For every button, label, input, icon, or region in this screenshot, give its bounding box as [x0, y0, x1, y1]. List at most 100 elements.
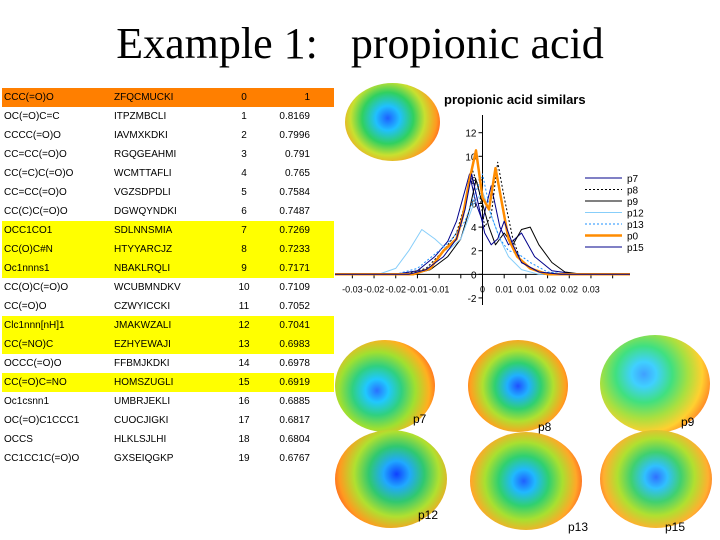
x-tick-label: -0.01 — [407, 284, 428, 294]
smiles-cell: CC(O)C(=O)O — [4, 282, 69, 293]
x-tick-label: 0.03 — [582, 284, 600, 294]
rank-cell: 7 — [224, 221, 264, 240]
similarity-chart: -0.03 -0.02 -0.02 -0.01 -0.01 0 0.01 0.01 0.02 0.… — [335, 115, 644, 305]
surface-label-p15: p15 — [665, 520, 686, 534]
code-cell: NBAKLRQLI — [112, 259, 224, 278]
x-tick-label: -0.02 — [364, 284, 385, 294]
surface-image-p8 — [468, 340, 568, 432]
smiles-cell: OCC1CO1 — [2, 221, 112, 240]
rank-cell: 8 — [224, 240, 264, 259]
score-cell: 0.7052 — [279, 301, 310, 312]
surface-label-p12: p12 — [418, 508, 439, 522]
x-tick-label: 0.02 — [539, 284, 557, 294]
y-tick-label: 6 — [471, 200, 477, 211]
smiles-cell: CCC(=O)O — [2, 88, 112, 107]
smiles-cell: Oc1csnn1 — [4, 396, 50, 407]
code-cell: HOMSZUGLI — [112, 373, 224, 392]
y-tick-label: 10 — [465, 152, 477, 163]
y-tick-label: -2 — [468, 294, 477, 305]
score-cell: 0.6885 — [279, 396, 310, 407]
code-cell: ZFQCMUCKI — [112, 88, 224, 107]
surface-label-p13: p13 — [568, 520, 589, 534]
score-cell: 0.6804 — [279, 434, 310, 445]
score-cell: 0.6919 — [264, 373, 334, 392]
rank-cell: 18 — [238, 434, 250, 445]
code-cell: CUOCJIGKI — [114, 415, 169, 426]
score-cell: 1 — [264, 88, 334, 107]
x-tick-label: -0.03 — [342, 284, 363, 294]
table-row: OC(=O)C1CCC1 CUOCJIGKI 17 0.6817 — [2, 411, 334, 430]
table-row: Oc1csnn1 UMBRJEKLI 16 0.6885 — [2, 392, 334, 411]
score-cell: 0.7996 — [279, 130, 310, 141]
legend-label-p12: p12 — [627, 209, 644, 220]
chart-title: propionic acid similars — [444, 92, 586, 107]
smiles-cell: CCCC(=O)O — [4, 130, 61, 141]
rank-cell: 5 — [241, 187, 247, 198]
smiles-cell: OCCS — [4, 434, 33, 445]
table-row: Oc1nnns1 NBAKLRQLI 9 0.7171 — [2, 259, 334, 278]
score-cell: 0.7269 — [264, 221, 334, 240]
score-cell: 0.7233 — [264, 240, 334, 259]
code-cell: VGZSDPDLI — [114, 187, 171, 198]
code-cell: ITPZMBCLI — [114, 111, 167, 122]
rank-cell: 12 — [224, 316, 264, 335]
table-row: CC(O)C#N HTYYARCJZ 8 0.7233 — [2, 240, 334, 259]
code-cell: IAVMXKDKI — [114, 130, 168, 141]
surface-image-p13 — [470, 432, 582, 530]
legend-label-p8: p8 — [627, 186, 639, 197]
rank-cell: 3 — [241, 149, 247, 160]
table-row: CC(=C)C(=O)O WCMTTAFLI 4 0.765 — [2, 164, 334, 183]
series-line-p7 — [335, 173, 630, 275]
table-row: CCC(=O)O ZFQCMUCKI 0 1 — [2, 88, 334, 107]
rank-cell: 9 — [224, 259, 264, 278]
smiles-cell: CC(O)C#N — [2, 240, 112, 259]
y-tick-label: 12 — [465, 129, 477, 140]
code-cell: RGQGEAHMI — [114, 149, 177, 160]
code-cell: CZWYICCKI — [114, 301, 171, 312]
rank-cell: 17 — [238, 415, 250, 426]
x-tick-label: -0.02 — [385, 284, 406, 294]
rank-cell: 13 — [224, 335, 264, 354]
legend-label-p0: p0 — [627, 232, 639, 243]
smiles-cell: OC(=O)C=C — [4, 111, 60, 122]
rank-cell: 19 — [238, 453, 250, 464]
series-line-p15 — [335, 173, 630, 275]
score-cell: 0.6767 — [279, 453, 310, 464]
table-row: OCCS HLKLSJLHI 18 0.6804 — [2, 430, 334, 449]
x-tick-label: 0 — [480, 284, 485, 294]
score-cell: 0.7171 — [264, 259, 334, 278]
smiles-cell: OC(=O)C1CCC1 — [4, 415, 80, 426]
smiles-cell: CC(C)C(=O)O — [4, 206, 68, 217]
smiles-cell: CC(=C)C(=O)O — [4, 168, 74, 179]
y-tick-label: 8 — [471, 176, 477, 187]
surface-image-p15 — [600, 430, 712, 528]
series-line-p13 — [335, 173, 630, 275]
score-cell: 0.6983 — [264, 335, 334, 354]
score-cell: 0.6817 — [279, 415, 310, 426]
table-row: CC(=O)C=NO HOMSZUGLI 15 0.6919 — [2, 373, 334, 392]
score-cell: 0.7487 — [279, 206, 310, 217]
smiles-cell: Oc1nnns1 — [2, 259, 112, 278]
score-cell: 0.7109 — [279, 282, 310, 293]
rank-cell: 6 — [241, 206, 247, 217]
smiles-cell: CC(=O)C=NO — [2, 373, 112, 392]
table-row: OCCC(=O)O FFBMJKDKI 14 0.6978 — [2, 354, 334, 373]
score-cell: 0.7584 — [279, 187, 310, 198]
code-cell: WCUBMNDKV — [114, 282, 181, 293]
table-row: CC(=NO)C EZHYEWAJI 13 0.6983 — [2, 335, 334, 354]
rank-cell: 15 — [224, 373, 264, 392]
table-row: CC(O)C(=O)O WCUBMNDKV 10 0.7109 — [2, 278, 334, 297]
legend-label-p15: p15 — [627, 243, 644, 254]
x-tick-label: 0.02 — [560, 284, 578, 294]
table-row: CC=CC(=O)O VGZSDPDLI 5 0.7584 — [2, 183, 334, 202]
y-tick-label: 2 — [471, 247, 477, 258]
surface-label-p9: p9 — [681, 415, 695, 429]
smiles-cell: CC1CC1C(=O)O — [4, 453, 80, 464]
rank-cell: 2 — [241, 130, 247, 141]
table-row: CCCC(=O)O IAVMXKDKI 2 0.7996 — [2, 126, 334, 145]
code-cell: FFBMJKDKI — [114, 358, 170, 369]
series-line-p0 — [335, 149, 630, 276]
y-tick-label: 4 — [471, 223, 477, 234]
code-cell: WCMTTAFLI — [114, 168, 172, 179]
table-row: CC1CC1C(=O)O GXSEIQGKP 19 0.6767 — [2, 449, 334, 468]
